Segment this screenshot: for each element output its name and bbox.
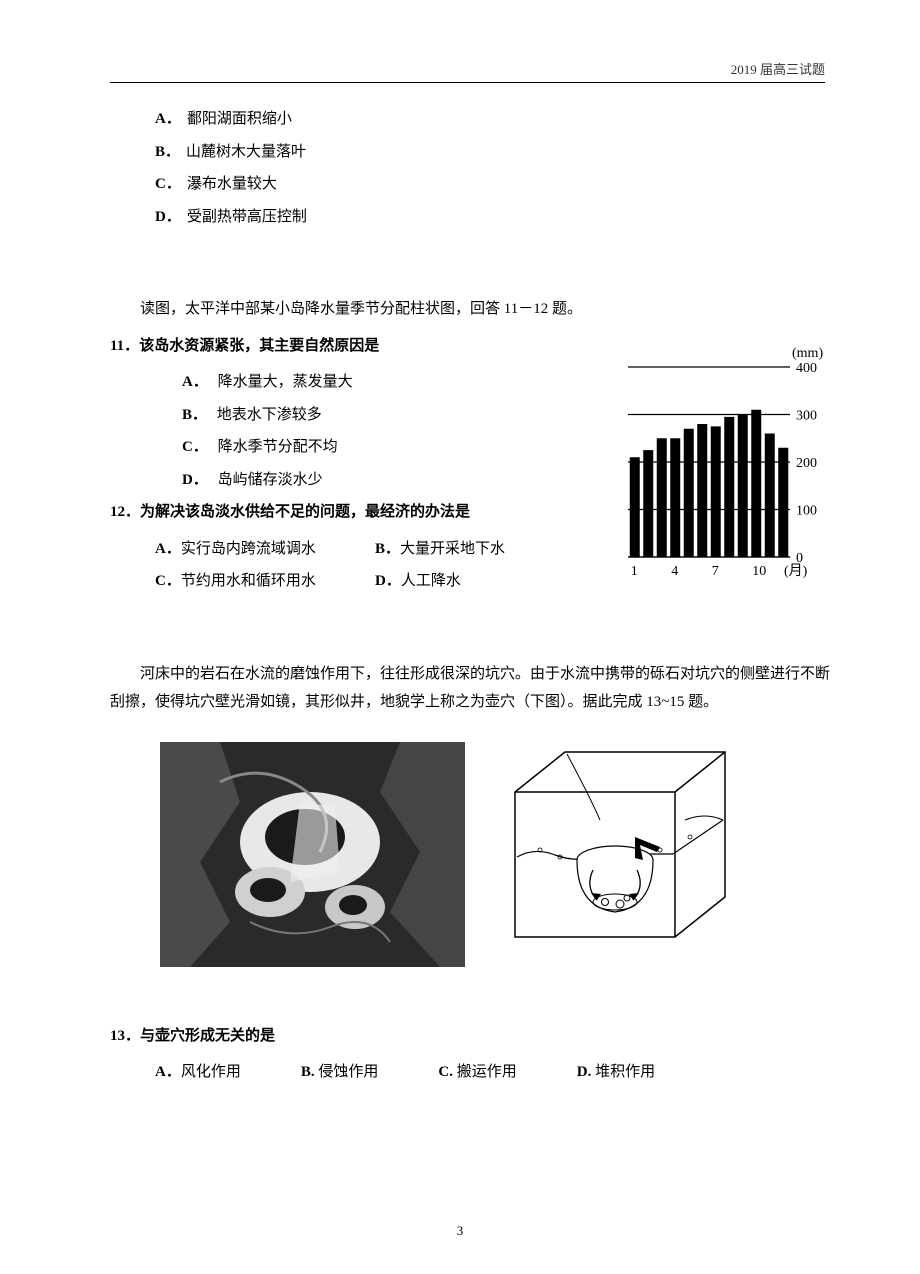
q13-options: A．风化作用 B. 侵蚀作用 C. 搬运作用 D. 堆积作用 xyxy=(110,1058,830,1087)
q11-stem-text: 该岛水资源紧张，其主要自然原因是 xyxy=(139,338,379,354)
q13-stem: 13．与壶穴形成无关的是 xyxy=(110,1022,830,1051)
q12-option-c-text: 节约用水和循环用水 xyxy=(181,573,316,589)
header-underline xyxy=(110,82,825,83)
svg-text:400: 400 xyxy=(796,361,817,376)
prev-option-d-text: 受副热带高压控制 xyxy=(187,209,307,225)
q13-option-d: D. 堆积作用 xyxy=(577,1058,655,1087)
q13-option-a-text: 风化作用 xyxy=(181,1064,241,1080)
svg-text:1: 1 xyxy=(631,564,638,579)
q12-option-d-text: 人工降水 xyxy=(401,573,461,589)
svg-text:100: 100 xyxy=(796,503,817,518)
prev-option-d: D．受副热带高压控制 xyxy=(110,203,830,232)
prev-option-c-text: 瀑布水量较大 xyxy=(187,176,277,192)
page-header-right: 2019 届高三试题 xyxy=(731,58,825,83)
q12-option-b: B．大量开采地下水 xyxy=(375,535,555,564)
svg-text:200: 200 xyxy=(796,456,817,471)
prev-option-a-text: 鄱阳湖面积缩小 xyxy=(187,111,292,127)
pothole-photo xyxy=(160,742,465,967)
pothole-3d-diagram xyxy=(505,742,735,952)
q12-number: 12． xyxy=(110,504,140,520)
q13-option-d-text: 堆积作用 xyxy=(595,1064,655,1080)
chart-svg: 0100200300400(mm)14710(月) xyxy=(608,342,838,582)
q13-number: 13． xyxy=(110,1028,140,1044)
intro-13-15: 河床中的岩石在水流的磨蚀作用下，往往形成很深的坑穴。由于水流中携带的砾石对坑穴的… xyxy=(110,660,830,717)
svg-text:(月): (月) xyxy=(784,563,808,579)
q11-12-block: 0100200300400(mm)14710(月) 11．该岛水资源紧张，其主要… xyxy=(110,332,830,596)
q12-option-c: C．节约用水和循环用水 xyxy=(155,567,335,596)
figure-row xyxy=(160,742,830,967)
q12-option-a: A．实行岛内跨流域调水 xyxy=(155,535,335,564)
q13-stem-text: 与壶穴形成无关的是 xyxy=(140,1028,275,1044)
q11-number: 11． xyxy=(110,338,139,354)
svg-text:7: 7 xyxy=(712,564,719,579)
q13-option-b: B. 侵蚀作用 xyxy=(301,1058,379,1087)
prev-option-a: A．鄱阳湖面积缩小 xyxy=(110,105,830,134)
q12-option-a-text: 实行岛内跨流域调水 xyxy=(181,541,316,557)
q11-option-c-text: 降水季节分配不均 xyxy=(218,439,338,455)
prev-option-c: C．瀑布水量较大 xyxy=(110,170,830,199)
prev-option-b-text: 山麓树木大量落叶 xyxy=(186,144,306,160)
svg-text:300: 300 xyxy=(796,408,817,423)
q12-stem-text: 为解决该岛淡水供给不足的问题，最经济的办法是 xyxy=(140,504,470,520)
precipitation-bar-chart: 0100200300400(mm)14710(月) xyxy=(608,342,838,582)
q12-option-b-text: 大量开采地下水 xyxy=(400,541,505,557)
svg-text:10: 10 xyxy=(752,564,766,579)
q11-option-d-text: 岛屿储存淡水少 xyxy=(218,472,323,488)
page-content: A．鄱阳湖面积缩小 B．山麓树木大量落叶 C．瀑布水量较大 D．受副热带高压控制… xyxy=(110,105,830,1087)
q11-option-a-text: 降水量大，蒸发量大 xyxy=(218,374,353,390)
intro-11-12: 读图，太平洋中部某小岛降水量季节分配柱状图，回答 11－12 题。 xyxy=(110,295,830,324)
svg-text:4: 4 xyxy=(671,564,678,579)
q13-option-c-text: 搬运作用 xyxy=(457,1064,517,1080)
q11-option-b-text: 地表水下渗较多 xyxy=(217,407,322,423)
svg-text:(mm): (mm) xyxy=(792,346,823,361)
page-number: 3 xyxy=(457,1219,464,1244)
q13-option-b-text: 侵蚀作用 xyxy=(318,1064,378,1080)
q13-option-a: A．风化作用 xyxy=(155,1058,241,1087)
prev-option-b: B．山麓树木大量落叶 xyxy=(110,138,830,167)
q12-option-d: D．人工降水 xyxy=(375,567,555,596)
q13-option-c: C. 搬运作用 xyxy=(438,1058,516,1087)
